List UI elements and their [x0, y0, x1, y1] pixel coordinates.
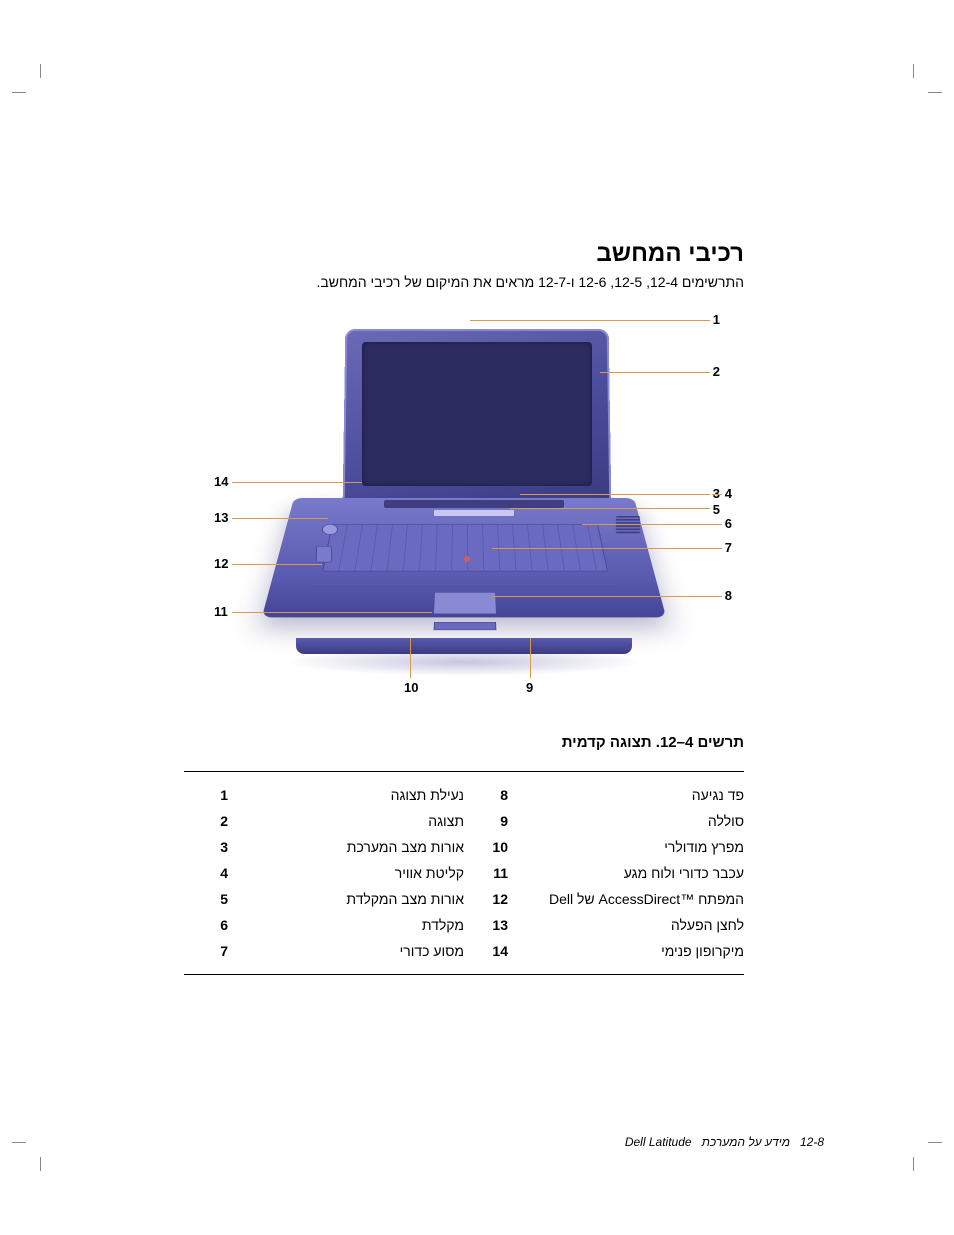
footer-brand: Dell Latitude [625, 1135, 692, 1149]
table-row: 14 מיקרופון פנימי [464, 938, 744, 964]
content-column: רכיבי המחשב התרשימים 12-4, 12-5, 12-6 ו-… [184, 240, 744, 975]
leader-line [232, 518, 328, 519]
callout-8: 8 [725, 588, 732, 603]
table-row: 6 מקלדת [184, 912, 464, 938]
hinge-bar [384, 500, 564, 508]
leader-line [712, 494, 722, 495]
row-label: מיקרופון פנימי [508, 943, 744, 959]
row-num: 13 [464, 917, 508, 933]
table-row: 10 מפרץ מודולרי [464, 834, 744, 860]
row-num: 10 [464, 839, 508, 855]
table-row: 9 סוללה [464, 808, 744, 834]
footer-text: מידע על המערכת [702, 1135, 790, 1149]
row-label: פד נגיעה [508, 787, 744, 803]
leader-line [520, 494, 710, 495]
table-row: 12 המפתח ™AccessDirect של Dell [464, 886, 744, 912]
row-num: 8 [464, 787, 508, 803]
callout-4: 4 [725, 486, 732, 501]
callout-9: 9 [526, 680, 533, 695]
row-num: 14 [464, 943, 508, 959]
touchpad [433, 592, 497, 614]
crop-mark-icon [26, 78, 46, 98]
crop-mark-icon [908, 78, 928, 98]
leader-line [530, 638, 531, 678]
table-row: 2 תצוגה [184, 808, 464, 834]
callout-5: 5 [713, 502, 720, 517]
callout-12: 12 [214, 556, 228, 571]
leader-line [232, 482, 362, 483]
row-num: 1 [184, 787, 228, 803]
crop-mark-icon [908, 1137, 928, 1157]
row-num: 5 [184, 891, 228, 907]
row-num: 3 [184, 839, 228, 855]
callout-14: 14 [214, 474, 228, 489]
row-label: המפתח ™AccessDirect של Dell [508, 891, 744, 907]
row-label: סוללה [508, 813, 744, 829]
callout-1: 1 [713, 312, 720, 327]
palmrest-edge [314, 586, 614, 587]
table-row: 4 קליטת אוויר [184, 860, 464, 886]
row-label: תצוגה [228, 813, 464, 829]
front-edge [296, 638, 632, 654]
page: רכיבי המחשב התרשימים 12-4, 12-5, 12-6 ו-… [0, 0, 954, 1235]
table-row: 5 אורות מצב המקלדת [184, 886, 464, 912]
row-label: מסוע כדורי [228, 943, 464, 959]
row-label: אורות מצב המערכת [228, 839, 464, 855]
callout-10: 10 [404, 680, 418, 695]
row-num: 9 [464, 813, 508, 829]
status-lights-strip [434, 510, 514, 516]
accessdirect-button-shape [316, 546, 332, 562]
leader-line [232, 612, 432, 613]
table-col-1: 1 נעילת תצוגה 2 תצוגה 3 אורות מצב המערכת… [184, 782, 464, 964]
row-label: לחצן הפעלה [508, 917, 744, 933]
table-row: 3 אורות מצב המערכת [184, 834, 464, 860]
callout-7: 7 [725, 540, 732, 555]
laptop-illustration [284, 328, 644, 668]
row-label: אורות מצב המקלדת [228, 891, 464, 907]
row-num: 4 [184, 865, 228, 881]
table-row: 1 נעילת תצוגה [184, 782, 464, 808]
page-footer: 12-8 מידע על המערכת Dell Latitude [625, 1135, 824, 1149]
table-row: 11 עכבר כדורי ולוח מגע [464, 860, 744, 886]
footer-page-number: 12-8 [800, 1135, 824, 1149]
row-num: 2 [184, 813, 228, 829]
callout-2: 2 [713, 364, 720, 379]
intro-text: התרשימים 12-4, 12-5, 12-6 ו-12-7 מראים א… [184, 274, 744, 290]
callout-6: 6 [725, 516, 732, 531]
row-num: 12 [464, 891, 508, 907]
laptop-screen [362, 342, 592, 486]
table-col-2: 8 פד נגיעה 9 סוללה 10 מפרץ מודולרי 11 עכ… [464, 782, 744, 964]
table-rule-bottom [184, 974, 744, 975]
leader-line [470, 320, 710, 321]
table-row: 13 לחצן הפעלה [464, 912, 744, 938]
leader-line [510, 508, 710, 509]
leader-line [492, 548, 722, 549]
figure-caption: תרשים 4–12. תצוגה קדמית [184, 734, 744, 751]
leader-line [492, 596, 722, 597]
trackpoint [464, 556, 470, 562]
section-title: רכיבי המחשב [184, 240, 744, 268]
components-table: 1 נעילת תצוגה 2 תצוגה 3 אורות מצב המערכת… [184, 771, 744, 975]
table-row: 8 פד נגיעה [464, 782, 744, 808]
row-label: עכבר כדורי ולוח מגע [508, 865, 744, 881]
row-num: 11 [464, 865, 508, 881]
callout-11: 11 [214, 604, 228, 619]
callout-13: 13 [214, 510, 228, 525]
leader-line [232, 564, 322, 565]
leader-line [582, 524, 722, 525]
row-num: 7 [184, 943, 228, 959]
row-label: קליטת אוויר [228, 865, 464, 881]
crop-mark-icon [26, 1137, 46, 1157]
touchpad-buttons [434, 622, 497, 630]
table-body: 1 נעילת תצוגה 2 תצוגה 3 אורות מצב המערכת… [184, 772, 744, 974]
row-label: מקלדת [228, 917, 464, 933]
front-view-diagram: 1 2 3 4 5 6 7 8 9 10 11 12 13 14 [194, 308, 734, 698]
row-label: מפרץ מודולרי [508, 839, 744, 855]
leader-line [600, 372, 710, 373]
table-row: 7 מסוע כדורי [184, 938, 464, 964]
row-label: נעילת תצוגה [228, 787, 464, 803]
power-button-shape [322, 524, 338, 535]
leader-line [410, 638, 411, 678]
row-num: 6 [184, 917, 228, 933]
